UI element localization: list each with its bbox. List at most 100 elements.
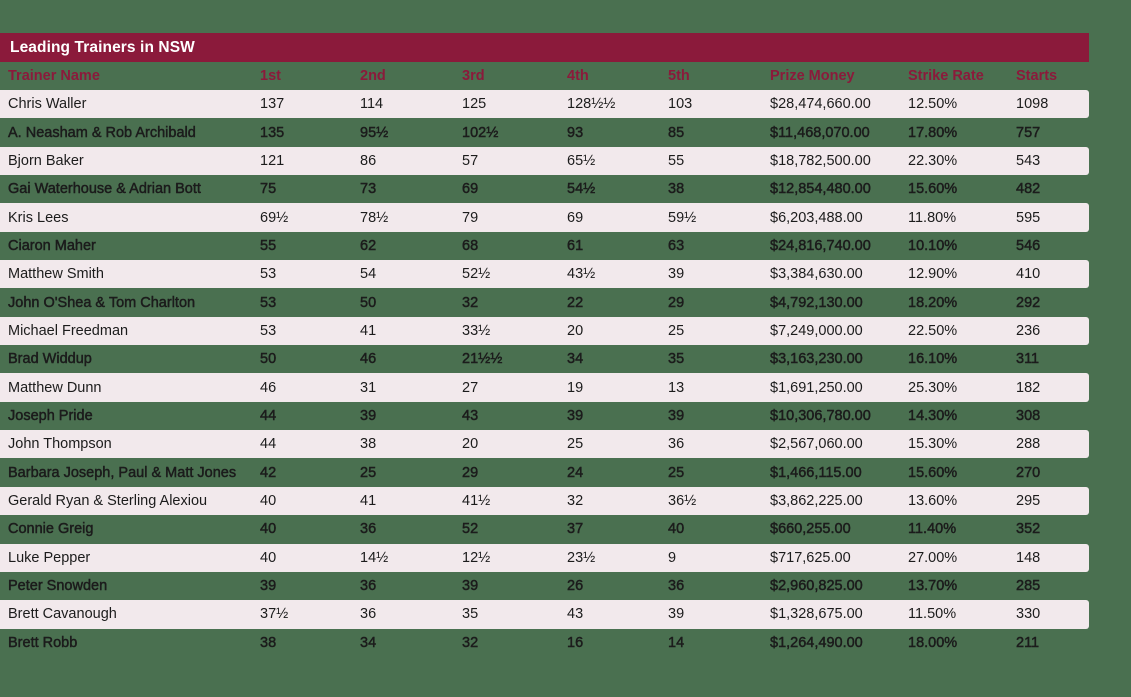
cell-3rd: 39 bbox=[462, 578, 479, 595]
cell-4th: 25 bbox=[567, 436, 584, 453]
cell-starts: 308 bbox=[1016, 407, 1041, 424]
table-row: Luke Pepper 40 14½ 12½ 23½ 9 $717,625.00 27.00%… bbox=[0, 543, 1089, 572]
cell-1st: 75 bbox=[260, 181, 277, 198]
cell-2nd: 73 bbox=[360, 181, 377, 198]
table-row: Connie Greig 40 36 52 37 40 $660,255.00 11.40% 3… bbox=[0, 515, 1089, 543]
cell-trainer-name: Connie Greig bbox=[8, 521, 94, 538]
cell-prize-money: $3,384,630.00 bbox=[770, 266, 863, 283]
cell-3rd: 32 bbox=[462, 294, 479, 311]
cell-2nd: 46 bbox=[360, 351, 377, 368]
cell-starts: 410 bbox=[1016, 266, 1041, 283]
cell-strike-rate: 17.80% bbox=[908, 124, 958, 141]
cell-5th: 39 bbox=[668, 407, 685, 424]
cell-4th: 34 bbox=[567, 351, 584, 368]
table-header-row: Trainer Name 1st 2nd 3rd 4th 5th Prize Money St… bbox=[0, 62, 1089, 90]
cell-3rd: 79 bbox=[462, 209, 479, 226]
cell-prize-money: $1,466,115.00 bbox=[770, 464, 862, 481]
cell-1st: 55 bbox=[260, 237, 277, 254]
cell-2nd: 86 bbox=[360, 152, 377, 169]
cell-1st: 44 bbox=[260, 407, 277, 424]
cell-2nd: 36 bbox=[360, 521, 377, 538]
cell-2nd: 41 bbox=[360, 322, 377, 339]
cell-2nd: 34 bbox=[360, 634, 377, 651]
cell-1st: 42 bbox=[260, 464, 277, 481]
cell-3rd: 29 bbox=[462, 464, 479, 481]
cell-starts: 1098 bbox=[1016, 96, 1049, 113]
table-row: Ciaron Maher 55 62 68 61 63 $24,816,740.00 10.1… bbox=[0, 232, 1089, 260]
table-row: Brad Widdup 50 46 21½½ 34 35 $3,163,230.00 16.1… bbox=[0, 345, 1089, 373]
cell-2nd: 50 bbox=[360, 294, 377, 311]
cell-trainer-name: Ciaron Maher bbox=[8, 237, 96, 254]
cell-trainer-name: Chris Waller bbox=[8, 96, 87, 113]
cell-3rd: 57 bbox=[462, 152, 479, 169]
table-body: Chris Waller 137 114 125 128½½ 103 $28,474,660… bbox=[0, 90, 1089, 657]
cell-starts: 543 bbox=[1016, 152, 1041, 169]
cell-5th: 13 bbox=[668, 379, 685, 396]
header-cell-1st: 1st bbox=[260, 68, 281, 84]
cell-starts: 270 bbox=[1016, 464, 1041, 481]
table-row: John O'Shea & Tom Charlton 53 50 32 22 29 $4,7… bbox=[0, 288, 1089, 316]
cell-trainer-name: John Thompson bbox=[8, 436, 112, 453]
cell-1st: 53 bbox=[260, 322, 277, 339]
header-cell-trainer-name: Trainer Name bbox=[8, 68, 100, 84]
cell-strike-rate: 15.30% bbox=[908, 436, 958, 453]
cell-prize-money: $1,328,675.00 bbox=[770, 606, 863, 623]
cell-starts: 292 bbox=[1016, 294, 1041, 311]
table-row: Chris Waller 137 114 125 128½½ 103 $28,474,660… bbox=[0, 90, 1089, 119]
cell-starts: 330 bbox=[1016, 606, 1041, 623]
cell-3rd: 27 bbox=[462, 379, 479, 396]
cell-starts: 595 bbox=[1016, 209, 1041, 226]
cell-5th: 29 bbox=[668, 294, 685, 311]
cell-trainer-name: Gai Waterhouse & Adrian Bott bbox=[8, 181, 201, 198]
table-title-bar: Leading Trainers in NSW bbox=[0, 33, 1089, 62]
cell-3rd: 20 bbox=[462, 436, 479, 453]
cell-trainer-name: Gerald Ryan & Sterling Alexiou bbox=[8, 492, 208, 509]
cell-1st: 38 bbox=[260, 634, 277, 651]
cell-prize-money: $4,792,130.00 bbox=[770, 294, 863, 311]
cell-prize-money: $1,264,490.00 bbox=[770, 634, 863, 651]
cell-prize-money: $2,960,825.00 bbox=[770, 578, 863, 595]
cell-prize-money: $3,862,225.00 bbox=[770, 492, 863, 509]
table-row: Michael Freedman 53 41 33½ 20 25 $7,249,000.00… bbox=[0, 316, 1089, 346]
cell-5th: 25 bbox=[668, 322, 685, 339]
cell-3rd: 52½ bbox=[462, 266, 491, 283]
header-cell-strike-rate: Strike Rate bbox=[908, 68, 984, 84]
cell-4th: 26 bbox=[567, 578, 584, 595]
cell-prize-money: $6,203,488.00 bbox=[770, 209, 863, 226]
cell-5th: 25 bbox=[668, 464, 685, 481]
cell-prize-money: $18,782,500.00 bbox=[770, 152, 871, 169]
cell-strike-rate: 15.60% bbox=[908, 464, 958, 481]
cell-trainer-name: Kris Lees bbox=[8, 209, 69, 226]
cell-4th: 69 bbox=[567, 209, 584, 226]
cell-1st: 37½ bbox=[260, 606, 289, 623]
header-cell-starts: Starts bbox=[1016, 68, 1058, 84]
cell-2nd: 31 bbox=[360, 379, 377, 396]
cell-4th: 93 bbox=[567, 124, 584, 141]
cell-2nd: 95½ bbox=[360, 124, 389, 141]
cell-starts: 288 bbox=[1016, 436, 1041, 453]
cell-1st: 40 bbox=[260, 549, 277, 566]
cell-2nd: 36 bbox=[360, 578, 377, 595]
cell-strike-rate: 18.00% bbox=[908, 634, 958, 651]
cell-4th: 32 bbox=[567, 492, 584, 509]
cell-2nd: 14½ bbox=[360, 549, 389, 566]
cell-4th: 65½ bbox=[567, 152, 596, 169]
cell-strike-rate: 11.40% bbox=[908, 521, 957, 538]
cell-trainer-name: Peter Snowden bbox=[8, 578, 108, 595]
cell-4th: 39 bbox=[567, 407, 584, 424]
cell-5th: 36 bbox=[668, 578, 685, 595]
cell-trainer-name: A. Neasham & Rob Archibald bbox=[8, 124, 196, 141]
cell-starts: 182 bbox=[1016, 379, 1041, 396]
cell-1st: 50 bbox=[260, 351, 277, 368]
cell-strike-rate: 15.60% bbox=[908, 181, 958, 198]
cell-2nd: 114 bbox=[360, 96, 384, 113]
cell-4th: 19 bbox=[567, 379, 584, 396]
cell-starts: 148 bbox=[1016, 549, 1041, 566]
cell-starts: 757 bbox=[1016, 124, 1041, 141]
table-row: A. Neasham & Rob Archibald 135 95½ 102½ 93 85… bbox=[0, 118, 1089, 146]
cell-starts: 311 bbox=[1016, 351, 1040, 368]
cell-5th: 35 bbox=[668, 351, 685, 368]
cell-2nd: 36 bbox=[360, 606, 377, 623]
cell-strike-rate: 11.80% bbox=[908, 209, 957, 226]
table-row: Gerald Ryan & Sterling Alexiou 40 41 41½ 32 3… bbox=[0, 486, 1089, 516]
